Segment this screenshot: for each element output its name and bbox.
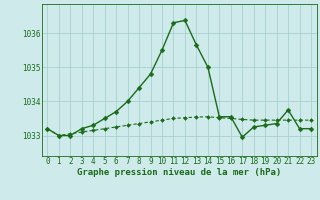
X-axis label: Graphe pression niveau de la mer (hPa): Graphe pression niveau de la mer (hPa) <box>77 168 281 177</box>
